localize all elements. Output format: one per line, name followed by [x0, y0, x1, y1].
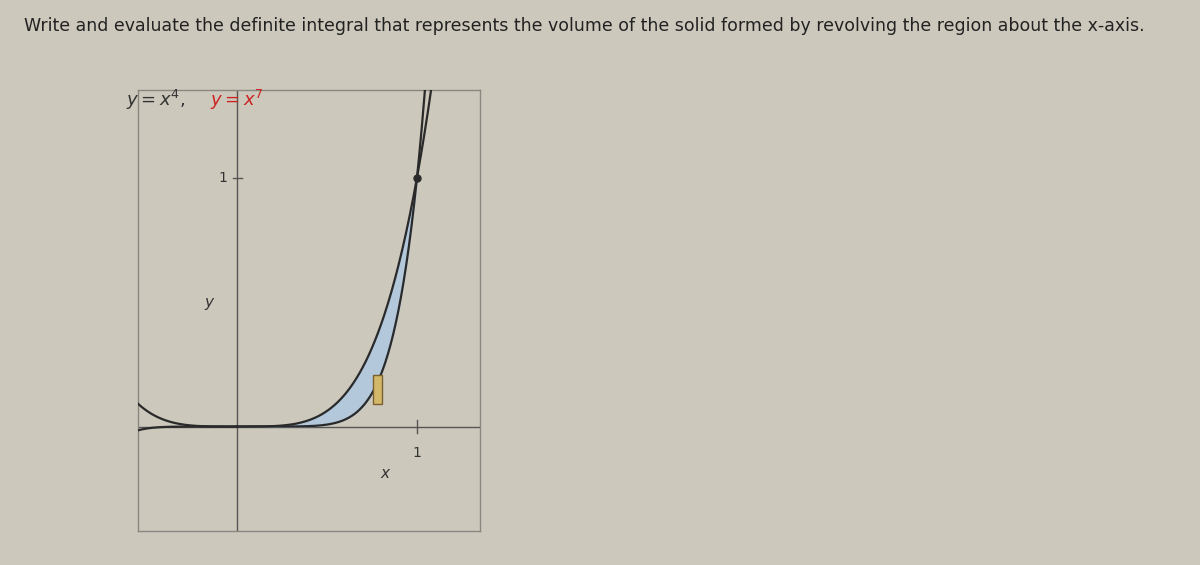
Text: y: y — [204, 294, 214, 310]
Text: 1: 1 — [413, 446, 421, 460]
Text: $y = x^4,$: $y = x^4,$ — [126, 88, 185, 112]
Text: x: x — [380, 466, 389, 481]
Text: $y = x^7$: $y = x^7$ — [210, 88, 264, 112]
Bar — [373, 376, 382, 404]
Text: 1: 1 — [218, 171, 227, 185]
Text: Write and evaluate the definite integral that represents the volume of the solid: Write and evaluate the definite integral… — [24, 17, 1145, 35]
Point — [408, 173, 427, 182]
